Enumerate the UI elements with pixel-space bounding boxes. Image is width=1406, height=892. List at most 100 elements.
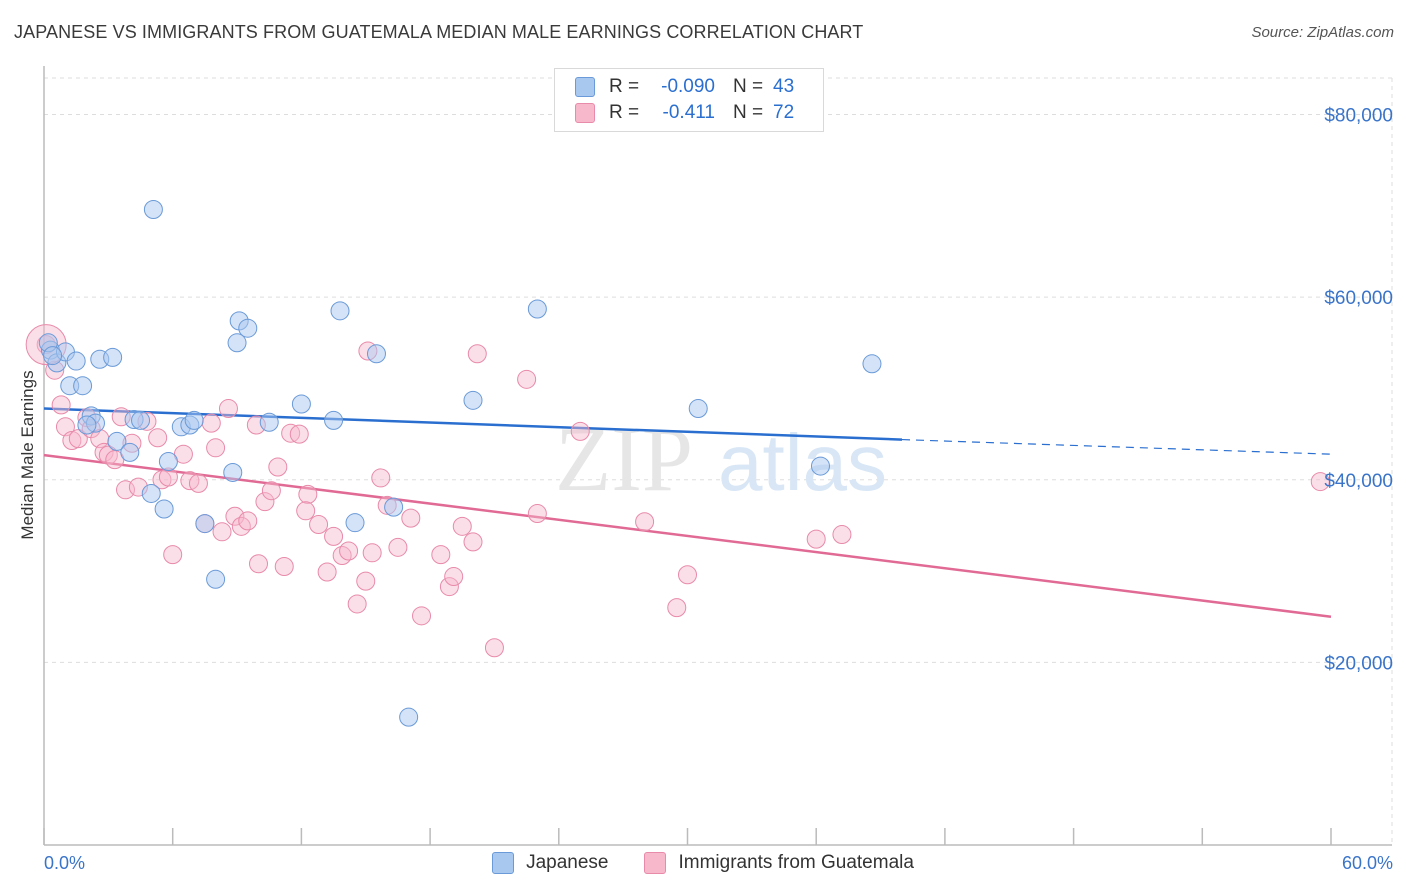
- legend-r-label: R =: [609, 76, 640, 97]
- japanese-point: [291, 394, 311, 414]
- guatemala-point: [261, 481, 281, 501]
- legend-label-guatemala: Immigrants from Guatemala: [678, 852, 914, 873]
- guatemala-point: [635, 512, 655, 532]
- japanese-point: [206, 569, 226, 589]
- legend-swatch-guatemala: [644, 852, 667, 874]
- watermark-zip: ZIP: [555, 408, 693, 510]
- guatemala-point: [296, 501, 316, 521]
- japanese-point: [43, 346, 63, 366]
- legend-item-japanese[interactable]: Japanese: [492, 852, 608, 874]
- guatemala-point: [231, 516, 251, 536]
- guatemala-point: [362, 543, 382, 563]
- guatemala-point: [188, 473, 208, 493]
- guatemala-point: [444, 567, 464, 587]
- japanese-trend-line: [43, 407, 903, 441]
- guatemala-point: [401, 508, 421, 528]
- japanese-point: [131, 410, 151, 430]
- guatemala-point: [255, 492, 275, 512]
- japanese-point: [259, 412, 279, 432]
- guatemala-point: [51, 395, 71, 415]
- japanese-point: [810, 456, 830, 476]
- stats-legend: R = -0.090 N = 43 R = -0.411 N = 72: [554, 68, 824, 132]
- japanese-points: [38, 199, 882, 727]
- guatemala-point: [412, 606, 432, 626]
- legend-row-japanese: R = -0.090 N = 43: [575, 75, 794, 99]
- japanese-point: [384, 497, 404, 517]
- japanese-point: [688, 399, 708, 419]
- japanese-point: [107, 431, 127, 451]
- legend-label-japanese: Japanese: [526, 852, 609, 873]
- japanese-point: [103, 347, 123, 367]
- guatemala-point: [68, 429, 88, 449]
- legend-swatch-guatemala: [575, 103, 595, 123]
- guatemala-points: [25, 324, 1330, 658]
- y-axis-label: Median Male Earnings: [18, 370, 37, 539]
- guatemala-point: [212, 522, 232, 542]
- legend-n-value: 72: [773, 102, 795, 123]
- y-tick-label: $80,000: [1324, 106, 1393, 127]
- japanese-point: [223, 462, 243, 482]
- guatemala-point: [324, 526, 344, 546]
- guatemala-point: [1310, 472, 1330, 492]
- guatemala-point: [570, 421, 590, 441]
- guatemala-point: [388, 537, 408, 557]
- japanese-point: [158, 452, 178, 471]
- legend-item-guatemala[interactable]: Immigrants from Guatemala: [644, 852, 914, 874]
- japanese-point: [143, 199, 163, 219]
- japanese-point: [141, 483, 161, 503]
- japanese-point: [345, 513, 365, 533]
- guatemala-point: [148, 428, 168, 448]
- guatemala-point: [484, 638, 504, 658]
- legend-swatch-japanese: [575, 77, 595, 97]
- legend-n-label: N =: [733, 76, 764, 97]
- guatemala-point: [678, 565, 697, 585]
- guatemala-point: [347, 594, 367, 614]
- tick-labels: $20,000 $40,000 $60,000 $80,000 0.0% 60.0%: [44, 106, 1393, 873]
- chart-title: JAPANESE VS IMMIGRANTS FROM GUATEMALA ME…: [14, 22, 864, 42]
- guatemala-point: [371, 468, 391, 488]
- japanese-point: [154, 499, 174, 519]
- legend-r-label: R =: [609, 102, 640, 123]
- legend-n-value: 43: [773, 76, 795, 97]
- guatemala-point: [439, 577, 459, 597]
- guatemala-point: [667, 598, 687, 618]
- japanese-point: [366, 344, 386, 364]
- japanese-point: [66, 351, 86, 371]
- legend-r-value: -0.090: [661, 76, 715, 97]
- japanese-point: [120, 442, 140, 462]
- x-tick-label: 60.0%: [1342, 853, 1393, 873]
- japanese-point: [238, 318, 258, 338]
- legend-r-value: -0.411: [662, 102, 715, 123]
- source-label: Source: ZipAtlas.com: [1251, 24, 1394, 41]
- trend-lines: [43, 407, 1332, 618]
- guatemala-point: [356, 571, 376, 591]
- japanese-point: [324, 410, 344, 430]
- japanese-point: [399, 707, 419, 727]
- japanese-point: [77, 415, 97, 435]
- guatemala-point: [274, 557, 294, 577]
- guatemala-point: [289, 424, 309, 444]
- guatemala-point: [298, 484, 318, 504]
- japanese-point: [184, 410, 204, 430]
- guatemala-point: [517, 369, 537, 389]
- japanese-point: [73, 376, 93, 396]
- guatemala-point: [339, 541, 359, 561]
- guatemala-point: [527, 504, 547, 524]
- guatemala-point: [806, 529, 826, 549]
- guatemala-point: [309, 515, 329, 535]
- guatemala-point: [201, 413, 221, 433]
- japanese-point: [195, 514, 215, 534]
- guatemala-point: [206, 438, 226, 458]
- y-tick-label: $40,000: [1324, 471, 1393, 492]
- guatemala-point: [62, 430, 82, 450]
- guatemala-point: [218, 399, 238, 419]
- guatemala-point: [268, 457, 288, 477]
- guatemala-point: [467, 344, 487, 364]
- guatemala-point: [163, 545, 183, 565]
- y-tick-label: $60,000: [1324, 288, 1393, 309]
- watermark-atlas: atlas: [718, 418, 887, 507]
- guatemala-point: [225, 506, 245, 526]
- guatemala-point: [249, 554, 268, 574]
- japanese-trend-extension: [901, 438, 1332, 455]
